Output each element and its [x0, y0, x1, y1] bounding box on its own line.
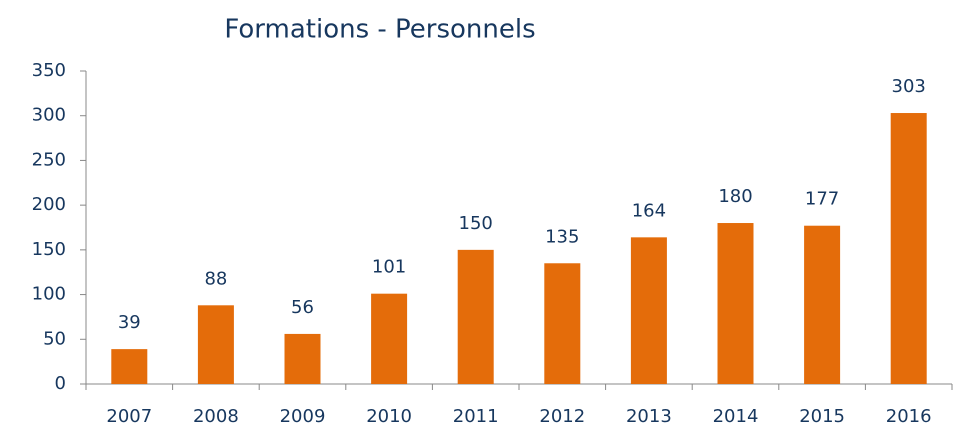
data-label: 88: [204, 268, 227, 289]
x-tick-label: 2011: [453, 406, 499, 427]
data-label: 177: [805, 189, 839, 210]
data-label: 150: [459, 213, 493, 234]
bar: [890, 113, 927, 384]
y-tick-label: 300: [32, 105, 66, 126]
bar: [457, 249, 494, 384]
y-tick-label: 50: [43, 328, 66, 349]
bar: [197, 305, 234, 384]
bar: [544, 263, 581, 384]
chart-title: Formations - Personnels: [224, 15, 535, 45]
bar: [371, 293, 408, 384]
bar: [111, 349, 148, 384]
y-tick-label: 200: [32, 194, 66, 215]
data-label: 56: [291, 297, 314, 318]
x-tick-label: 2015: [799, 406, 845, 427]
bar: [717, 223, 754, 384]
x-tick-label: 2016: [886, 406, 932, 427]
y-tick-label: 100: [32, 284, 66, 305]
y-tick-label: 150: [32, 239, 66, 260]
y-tick-label: 0: [55, 373, 66, 394]
data-label: 180: [718, 186, 752, 207]
x-tick-label: 2010: [366, 406, 412, 427]
data-label: 101: [372, 257, 406, 278]
data-label: 39: [118, 312, 141, 333]
data-label: 303: [892, 76, 926, 97]
y-tick-label: 350: [32, 60, 66, 81]
x-tick-label: 2008: [193, 406, 239, 427]
y-tick-label: 250: [32, 149, 66, 170]
x-tick-label: 2009: [280, 406, 326, 427]
data-label: 164: [632, 200, 666, 221]
x-tick-label: 2012: [539, 406, 585, 427]
x-tick-label: 2007: [106, 406, 152, 427]
bar: [804, 225, 841, 384]
x-tick-label: 2013: [626, 406, 672, 427]
data-label: 135: [545, 226, 579, 247]
bar: [284, 333, 321, 384]
x-tick-label: 2014: [713, 406, 759, 427]
bar: [630, 237, 667, 384]
